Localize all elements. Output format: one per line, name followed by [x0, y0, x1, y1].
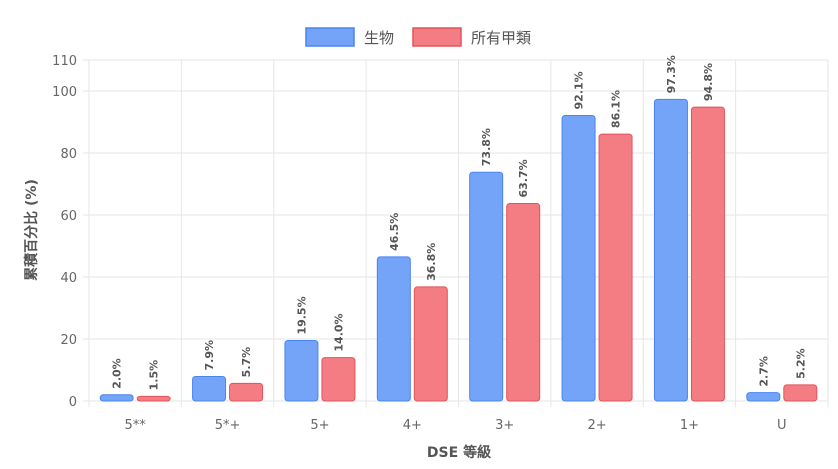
x-axis-title: DSE 等級 — [427, 444, 491, 461]
bar-all-category-a[interactable] — [321, 357, 356, 402]
data-label: 5.2% — [794, 348, 807, 379]
data-label: 7.9% — [203, 340, 216, 371]
data-label: 2.7% — [757, 356, 770, 387]
y-tick-label: 80 — [60, 147, 77, 162]
legend-item[interactable]: 生物 — [305, 27, 394, 47]
bar-biology[interactable] — [192, 376, 227, 402]
data-label: 1.5% — [148, 360, 161, 391]
y-tick-label: 110 — [52, 54, 77, 69]
data-label: 5.7% — [240, 347, 253, 378]
data-label: 94.8% — [702, 63, 715, 101]
data-label: 86.1% — [610, 90, 623, 128]
x-tick-label: 5*+ — [215, 418, 241, 433]
bar-biology[interactable] — [561, 114, 596, 402]
x-tick-label: 4+ — [403, 418, 422, 433]
bar-all-category-a[interactable] — [783, 384, 818, 402]
data-label: 97.3% — [665, 55, 678, 93]
x-tick-label: 5** — [125, 418, 147, 433]
bar-all-category-a[interactable] — [506, 203, 541, 402]
y-tick-label: 0 — [69, 395, 77, 410]
bar-all-category-a[interactable] — [136, 395, 171, 402]
y-axis-ticks: 0 20 40 60 80 100 110 — [52, 54, 77, 410]
legend-label: 生物 — [364, 29, 394, 47]
data-label: 46.5% — [388, 213, 401, 251]
x-axis-ticks: 5** 5*+ 5+ 4+ 3+ 2+ 1+ U — [125, 418, 787, 433]
bar-biology[interactable] — [99, 394, 134, 402]
x-tick-label: U — [777, 418, 787, 433]
legend-item[interactable]: 所有甲類 — [412, 27, 531, 47]
bar-all-category-a[interactable] — [690, 106, 725, 402]
gridlines — [83, 59, 829, 407]
bar-all-category-a[interactable] — [598, 133, 633, 402]
x-tick-label: 2+ — [587, 418, 606, 433]
data-label: 63.7% — [517, 159, 530, 197]
bar-all-category-a[interactable] — [229, 382, 264, 402]
data-label: 92.1% — [573, 71, 586, 109]
bar-biology[interactable] — [284, 340, 319, 402]
data-label: 73.8% — [480, 128, 493, 166]
y-tick-label: 40 — [60, 271, 77, 286]
y-tick-label: 60 — [60, 209, 77, 224]
data-label: 14.0% — [332, 313, 345, 351]
y-tick-label: 100 — [52, 85, 77, 100]
y-axis-title: 累積百分比 (%) — [23, 179, 40, 281]
x-tick-label: 3+ — [495, 418, 514, 433]
bars — [99, 98, 818, 402]
bar-biology[interactable] — [469, 171, 504, 402]
legend-swatch — [305, 27, 355, 47]
x-tick-label: 5+ — [310, 418, 329, 433]
bar-biology[interactable] — [746, 392, 781, 402]
bar-biology[interactable] — [653, 98, 688, 402]
legend-label: 所有甲類 — [471, 29, 531, 47]
y-tick-label: 20 — [60, 333, 77, 348]
data-label: 36.8% — [425, 243, 438, 281]
bar-biology[interactable] — [376, 256, 411, 402]
data-label: 2.0% — [111, 358, 124, 389]
data-label: 19.5% — [295, 296, 308, 334]
bar-all-category-a[interactable] — [413, 286, 448, 402]
legend[interactable]: 生物 所有甲類 — [305, 27, 531, 47]
legend-swatch — [412, 27, 462, 47]
x-tick-label: 1+ — [680, 418, 699, 433]
data-labels: 2.0% 7.9% 19.5% 46.5% 73.8% 92.1% 97.3% 2.7% 1.5… — [111, 55, 808, 390]
